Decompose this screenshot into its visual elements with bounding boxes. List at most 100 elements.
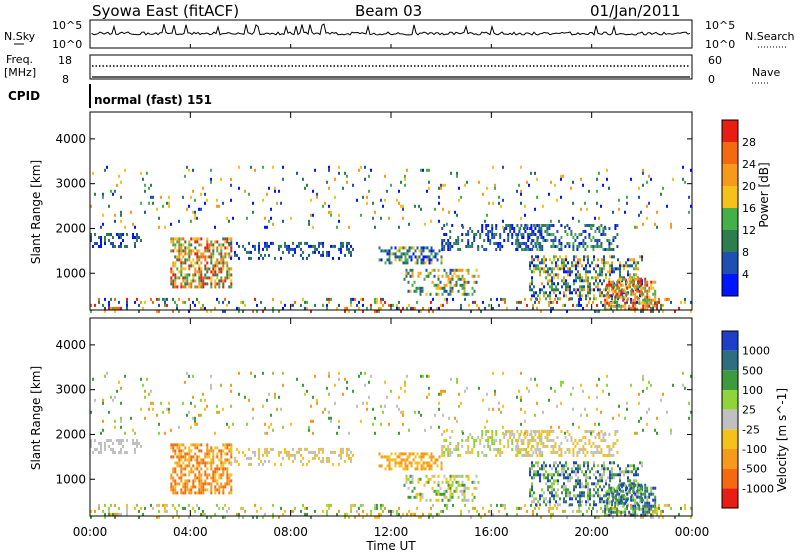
velocity-cell xyxy=(504,503,506,507)
power-cell xyxy=(560,245,563,248)
velocity-cell xyxy=(382,509,384,513)
velocity-cell xyxy=(559,461,561,465)
velocity-cell xyxy=(594,445,597,448)
velocity-cell xyxy=(110,503,112,507)
power-cell xyxy=(642,171,644,175)
power-cell xyxy=(524,225,526,229)
power-cell xyxy=(451,277,454,281)
velocity-cell xyxy=(499,454,502,457)
velocity-cell xyxy=(402,467,405,471)
power-cell xyxy=(591,261,593,265)
velocity-cell xyxy=(429,498,432,502)
power-cell xyxy=(120,219,122,223)
power-cell xyxy=(533,294,535,298)
power-cell xyxy=(644,289,647,293)
velocity-cell xyxy=(445,480,448,484)
velocity-cell xyxy=(248,462,250,466)
power-cell xyxy=(210,243,213,247)
velocity-cell xyxy=(126,509,128,513)
power-cell xyxy=(262,256,264,260)
velocity-cell xyxy=(503,436,506,439)
power-cell xyxy=(176,303,178,307)
power-cell xyxy=(574,239,577,242)
velocity-cell xyxy=(569,494,571,498)
power-cell xyxy=(216,273,219,277)
power-cell xyxy=(118,300,120,304)
velocity-cell xyxy=(625,485,627,489)
power-cell xyxy=(449,245,452,248)
velocity-cell xyxy=(396,461,399,465)
velocity-cell xyxy=(558,425,560,429)
power-cell xyxy=(680,300,682,304)
power-cell xyxy=(404,255,407,259)
velocity-cell xyxy=(576,454,579,457)
power-cell xyxy=(516,233,519,236)
velocity-cell xyxy=(180,449,183,453)
power-cell xyxy=(419,289,422,293)
power-cell xyxy=(600,300,602,304)
velocity-cell xyxy=(455,474,458,478)
power-cell xyxy=(248,250,250,254)
velocity-cell xyxy=(276,407,278,411)
velocity-cell xyxy=(194,404,196,408)
power-cell xyxy=(422,246,425,250)
velocity-cell xyxy=(599,479,601,483)
power-cell xyxy=(599,291,601,295)
velocity-cell xyxy=(624,483,627,487)
velocity-cell xyxy=(488,509,490,513)
velocity-cell xyxy=(509,433,512,436)
power-cell xyxy=(264,244,266,248)
velocity-cell xyxy=(540,515,542,519)
power-cell xyxy=(230,246,233,250)
power-cell xyxy=(570,233,573,236)
power-cell xyxy=(575,255,577,259)
velocity-cell xyxy=(539,497,541,501)
power-cell xyxy=(646,307,649,311)
velocity-cell xyxy=(433,474,436,478)
power-cell xyxy=(226,267,229,271)
power-cell xyxy=(551,288,553,292)
power-cell xyxy=(100,236,102,239)
velocity-cell xyxy=(426,374,428,378)
power-cell xyxy=(272,297,274,301)
velocity-cell xyxy=(108,512,110,516)
power-cell xyxy=(609,264,611,268)
power-cell xyxy=(104,168,106,172)
power-cell xyxy=(250,256,252,260)
power-cell xyxy=(611,288,613,292)
velocity-cell xyxy=(656,506,658,510)
velocity-cell xyxy=(196,464,199,468)
power-cell xyxy=(108,239,110,242)
velocity-cell xyxy=(616,498,619,502)
velocity-cell xyxy=(441,498,444,502)
velocity-cell xyxy=(292,447,294,451)
velocity-cell xyxy=(410,461,413,465)
velocity-cell xyxy=(662,509,664,513)
power-cell xyxy=(553,255,555,259)
power-cell xyxy=(612,283,615,287)
velocity-cell xyxy=(630,383,632,387)
velocity-cell xyxy=(461,445,464,448)
velocity-cell xyxy=(631,470,633,474)
velocity-cell xyxy=(520,439,523,442)
power-cell xyxy=(593,276,595,280)
power-cell xyxy=(220,243,223,247)
power-cell xyxy=(146,171,148,175)
power-cell xyxy=(644,286,647,290)
velocity-cell xyxy=(316,398,318,402)
power-cell xyxy=(264,216,266,220)
velocity-cell xyxy=(222,407,224,411)
power-cell xyxy=(650,307,653,311)
power-cell xyxy=(120,180,122,184)
velocity-cell xyxy=(630,486,633,490)
velocity-cell xyxy=(406,455,409,459)
power-cell xyxy=(431,280,434,284)
power-cell xyxy=(178,246,181,250)
power-cell xyxy=(465,233,468,236)
power-cell xyxy=(555,288,557,292)
velocity-cell xyxy=(104,445,106,448)
power-cell xyxy=(586,224,589,227)
power-cell xyxy=(204,282,207,286)
velocity-cell xyxy=(515,439,518,442)
velocity-cell xyxy=(524,436,527,439)
